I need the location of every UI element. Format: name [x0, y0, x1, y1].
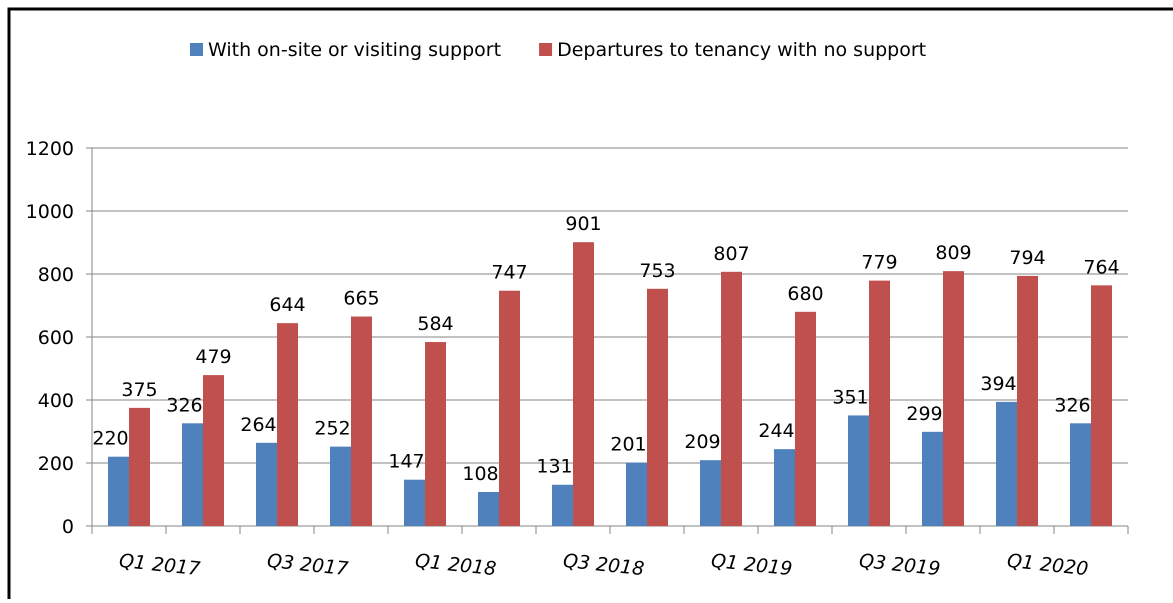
y-tick-label: 800: [38, 264, 74, 286]
value-label: 326: [166, 394, 202, 416]
bar: [626, 462, 647, 526]
legend-swatch: [190, 43, 203, 56]
bar: [256, 442, 277, 526]
value-label: 220: [92, 428, 128, 450]
x-tick-label: Q1 2017: [118, 550, 201, 580]
y-tick-label: 600: [38, 327, 74, 349]
legend-label: With on-site or visiting support: [208, 39, 501, 61]
x-tick-label: Q1 2019: [710, 550, 793, 580]
bar: [996, 401, 1017, 526]
value-label: 244: [758, 420, 794, 442]
y-tick-label: 400: [38, 390, 74, 412]
x-tick-label: Q1 2018: [414, 550, 497, 580]
value-label: 201: [610, 434, 646, 456]
value-label: 131: [536, 456, 572, 478]
bar: [552, 484, 573, 526]
bar: [869, 280, 890, 526]
value-label: 753: [639, 260, 675, 282]
value-label: 209: [684, 431, 720, 453]
value-label: 375: [121, 379, 157, 401]
x-tick-label: Q3 2019: [858, 550, 941, 580]
legend-swatch: [539, 43, 553, 56]
value-label: 108: [462, 463, 498, 485]
y-tick-label: 200: [38, 453, 74, 475]
value-label: 299: [906, 403, 942, 425]
bar: [478, 491, 499, 526]
value-label: 147: [388, 451, 424, 473]
chart-frame: [7, 7, 1173, 603]
value-label: 665: [343, 288, 379, 310]
value-label: 351: [832, 386, 868, 408]
bar: [943, 271, 964, 526]
bar: [1091, 285, 1112, 526]
y-tick-label: 1000: [26, 201, 74, 223]
bar: [277, 323, 298, 526]
bar: [499, 290, 520, 526]
bar: [922, 431, 943, 526]
value-label: 479: [195, 346, 231, 368]
value-label: 807: [713, 243, 749, 265]
bar: [700, 460, 721, 526]
bar: [129, 407, 150, 526]
bar: [848, 415, 869, 526]
value-label: 779: [861, 252, 897, 274]
bar: [721, 271, 742, 526]
value-label: 901: [565, 213, 601, 235]
value-label: 747: [491, 262, 527, 284]
bar: [203, 375, 224, 526]
bar: [182, 423, 203, 526]
bar: [647, 288, 668, 526]
x-tick-label: Q3 2018: [562, 550, 645, 580]
value-label: 326: [1054, 394, 1090, 416]
bar: [774, 449, 795, 526]
value-label: 680: [787, 283, 823, 305]
y-tick-label: 1200: [26, 138, 74, 160]
value-label: 764: [1083, 256, 1119, 278]
value-label: 584: [417, 313, 453, 335]
value-label: 794: [1009, 247, 1045, 269]
value-label: 809: [935, 242, 971, 264]
bar: [573, 242, 594, 526]
value-label: 252: [314, 418, 350, 440]
x-tick-label: Q1 2020: [1006, 550, 1089, 580]
bar: [404, 479, 425, 526]
bar: [108, 456, 129, 526]
value-label: 264: [240, 414, 276, 436]
bar: [795, 311, 816, 526]
y-tick-label: 0: [62, 516, 74, 538]
bar: [351, 316, 372, 526]
bar: [1017, 275, 1038, 526]
bar: [425, 342, 446, 526]
value-label: 644: [269, 294, 305, 316]
legend-label: Departures to tenancy with no support: [557, 39, 926, 61]
value-label: 394: [980, 373, 1016, 395]
bar: [1070, 423, 1091, 526]
bar: [330, 446, 351, 526]
x-tick-label: Q3 2017: [266, 550, 349, 580]
